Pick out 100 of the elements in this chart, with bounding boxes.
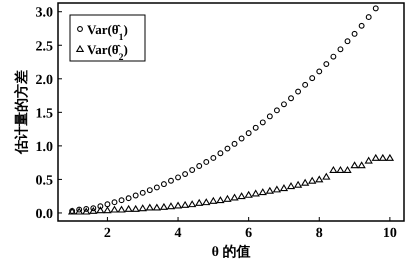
point <box>323 61 330 67</box>
point <box>112 199 118 206</box>
point <box>224 195 232 202</box>
point <box>350 162 358 168</box>
point <box>76 206 82 213</box>
point <box>118 197 124 204</box>
y-axis-title: 估计量的方差 <box>13 70 30 155</box>
point <box>83 206 90 212</box>
point <box>301 179 309 186</box>
point <box>110 206 118 213</box>
point <box>352 30 358 37</box>
point <box>260 119 266 126</box>
point <box>336 166 344 173</box>
point <box>280 184 288 192</box>
point <box>167 202 175 210</box>
y-tick-label: 2.5 <box>36 39 53 54</box>
point <box>189 167 196 173</box>
y-tick-label: 0.0 <box>36 206 53 222</box>
point <box>281 101 287 108</box>
point <box>232 140 238 147</box>
point <box>308 177 316 184</box>
point <box>322 173 330 180</box>
point <box>195 199 203 206</box>
point <box>224 146 230 152</box>
point <box>238 192 246 200</box>
point <box>90 205 96 212</box>
y-tick-label: 1.0 <box>36 140 53 155</box>
point <box>330 54 336 60</box>
point <box>246 130 252 136</box>
point <box>160 203 168 210</box>
legend-label: Var(θ̂$_{2}$) <box>87 42 128 62</box>
point <box>302 82 308 88</box>
point <box>138 204 146 212</box>
point <box>188 200 196 208</box>
point <box>146 204 154 211</box>
point <box>266 113 273 120</box>
point <box>338 46 344 52</box>
x-tick-label: 6 <box>245 226 252 241</box>
point <box>252 124 259 131</box>
point <box>104 201 110 208</box>
legend-label: Var(θ̂$_{1}$) <box>87 22 128 42</box>
y-tick-label: 0.5 <box>36 173 53 188</box>
point <box>273 186 281 192</box>
point <box>175 174 181 180</box>
point <box>366 14 372 20</box>
point <box>160 181 167 188</box>
point <box>386 154 394 161</box>
point <box>202 198 210 206</box>
point <box>316 176 324 182</box>
point <box>154 184 160 190</box>
point <box>238 136 245 142</box>
point <box>104 206 112 214</box>
y-tick-label: 3.0 <box>36 6 53 21</box>
point <box>364 157 372 164</box>
point <box>217 150 224 156</box>
x-tick-label: 8 <box>316 226 323 241</box>
point <box>210 197 218 204</box>
point <box>216 196 224 204</box>
x-tick-label: 4 <box>174 226 182 241</box>
point <box>153 204 161 211</box>
point <box>97 203 104 210</box>
point <box>295 88 302 94</box>
point <box>90 207 98 214</box>
point <box>126 195 132 202</box>
point <box>203 159 210 165</box>
point <box>96 206 104 214</box>
point <box>146 187 153 194</box>
point <box>358 162 366 168</box>
point <box>274 107 280 114</box>
point <box>309 75 316 82</box>
point <box>344 38 350 44</box>
point <box>316 68 322 74</box>
point <box>230 194 238 200</box>
point <box>288 95 294 102</box>
point <box>244 191 252 198</box>
point <box>294 181 302 188</box>
point <box>210 155 216 161</box>
point <box>372 154 380 161</box>
point <box>372 5 379 12</box>
point <box>82 208 90 215</box>
x-tick-label: 2 <box>104 226 111 241</box>
point <box>75 208 83 215</box>
point <box>174 202 182 209</box>
point <box>344 166 352 173</box>
point <box>196 163 202 169</box>
x-axis-title: θ 的值 <box>212 244 250 260</box>
y-tick-label: 1.5 <box>36 106 53 122</box>
point <box>132 192 139 198</box>
point <box>379 154 387 161</box>
point <box>266 187 274 194</box>
point <box>181 201 189 208</box>
point <box>287 182 295 190</box>
point <box>168 178 174 184</box>
point <box>182 171 188 177</box>
y-tick-label: 2.0 <box>36 72 53 88</box>
point <box>330 166 338 173</box>
point <box>358 22 365 29</box>
x-tick-label: 10 <box>382 226 397 241</box>
point <box>118 206 126 213</box>
point <box>124 205 132 212</box>
